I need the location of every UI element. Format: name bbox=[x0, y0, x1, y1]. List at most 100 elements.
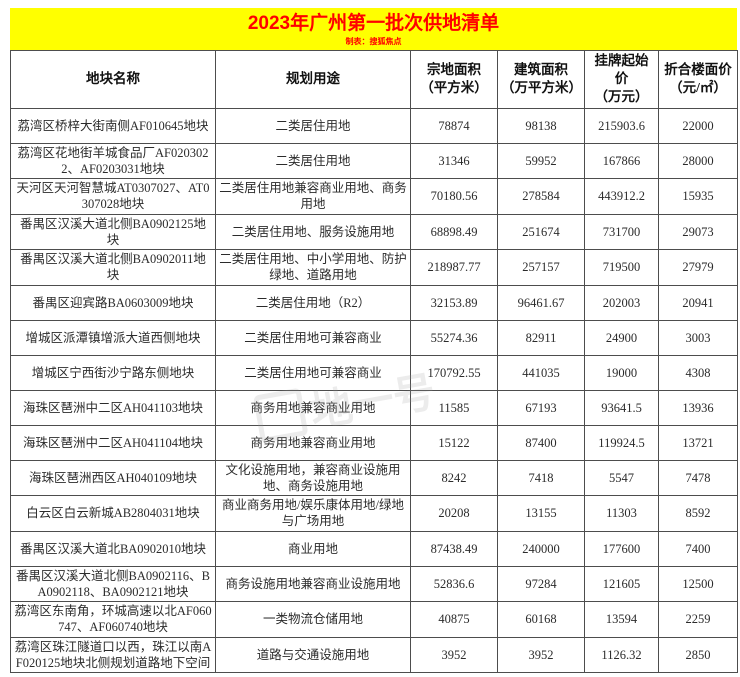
cell-planned-use: 二类居住用地可兼容商业 bbox=[215, 319, 411, 356]
cell-parcel-area: 52836.6 bbox=[410, 565, 498, 603]
col-unit: （元/㎡） bbox=[669, 80, 727, 96]
cell-floor-price: 8592 bbox=[658, 495, 738, 532]
cell-built-area: 59952 bbox=[497, 142, 585, 180]
cell-start-price: 719500 bbox=[584, 249, 659, 286]
cell-start-price: 24900 bbox=[584, 319, 659, 356]
col-header-start-price: 挂牌起始价 （万元） bbox=[584, 50, 659, 109]
cell-parcel-area: 78874 bbox=[410, 107, 498, 144]
cell-parcel-name: 增城区派潭镇增派大道西侧地块 bbox=[10, 319, 216, 356]
cell-start-price: 121605 bbox=[584, 565, 659, 603]
land-supply-sheet: 2023年广州第一批次供地清单 制表：搜狐焦点 地块名称 规划用途 宗地面积 （… bbox=[10, 8, 738, 674]
table-row: 白云区白云新城AB2804031地块 商业商务用地/娱乐康体用地/绿地与广场用地 2… bbox=[10, 495, 738, 532]
cell-planned-use: 道路与交通设施用地 bbox=[215, 636, 411, 674]
table-row: 增城区宁西街沙宁路东侧地块 二类居住用地可兼容商业 170792.55 441035 1… bbox=[10, 354, 738, 391]
cell-parcel-area: 32153.89 bbox=[410, 284, 498, 321]
cell-floor-price: 28000 bbox=[658, 142, 738, 180]
cell-floor-price: 3003 bbox=[658, 319, 738, 356]
cell-parcel-area: 87438.49 bbox=[410, 530, 498, 567]
col-header-parcel-area: 宗地面积 （平方米） bbox=[410, 50, 498, 109]
cell-planned-use: 二类居住用地 bbox=[215, 142, 411, 180]
cell-parcel-area: 170792.55 bbox=[410, 354, 498, 391]
cell-planned-use: 商业商务用地/娱乐康体用地/绿地与广场用地 bbox=[215, 495, 411, 532]
cell-parcel-name: 增城区宁西街沙宁路东侧地块 bbox=[10, 354, 216, 391]
col-unit: （平方米） bbox=[420, 80, 488, 96]
cell-start-price: 443912.2 bbox=[584, 178, 659, 215]
cell-parcel-area: 20208 bbox=[410, 495, 498, 532]
cell-parcel-name: 白云区白云新城AB2804031地块 bbox=[10, 495, 216, 532]
cell-planned-use: 商务设施用地兼容商业设施用地 bbox=[215, 565, 411, 603]
cell-parcel-area: 3952 bbox=[410, 636, 498, 674]
cell-floor-price: 20941 bbox=[658, 284, 738, 321]
cell-parcel-name: 番禺区汉溪大道北BA0902010地块 bbox=[10, 530, 216, 567]
col-header-parcel-name: 地块名称 bbox=[10, 50, 216, 109]
cell-parcel-area: 8242 bbox=[410, 459, 498, 497]
cell-floor-price: 13936 bbox=[658, 389, 738, 426]
cell-start-price: 13594 bbox=[584, 601, 659, 638]
col-header-floor-price: 折合楼面价 （元/㎡） bbox=[658, 50, 738, 109]
cell-built-area: 67193 bbox=[497, 389, 585, 426]
cell-parcel-name: 番禺区汉溪大道北侧BA0902125地块 bbox=[10, 213, 216, 251]
cell-start-price: 19000 bbox=[584, 354, 659, 391]
table-row: 增城区派潭镇增派大道西侧地块 二类居住用地可兼容商业 55274.36 82911 24… bbox=[10, 319, 738, 356]
cell-built-area: 7418 bbox=[497, 459, 585, 497]
cell-parcel-area: 70180.56 bbox=[410, 178, 498, 215]
page-title: 2023年广州第一批次供地清单 bbox=[247, 13, 500, 34]
header-row: 地块名称 规划用途 宗地面积 （平方米） 建筑面积 （万平方米） 挂牌起始价 （… bbox=[10, 50, 738, 109]
col-unit: （万元） bbox=[594, 89, 649, 105]
cell-parcel-area: 31346 bbox=[410, 142, 498, 180]
table-row: 荔湾区东南角，环城高速以北AF060747、AF060740地块 一类物流仓储用地… bbox=[10, 601, 738, 638]
table-row: 海珠区琶洲中二区AH041104地块 商务用地兼容商业用地 15122 87400 11… bbox=[10, 424, 738, 461]
cell-floor-price: 22000 bbox=[658, 107, 738, 144]
table-row: 番禺区汉溪大道北BA0902010地块 商业用地 87438.49 240000 177… bbox=[10, 530, 738, 567]
table-row: 荔湾区花地街羊城食品厂AF0203022、AF0203031地块 二类居住用地 31… bbox=[10, 142, 738, 180]
page-subtitle: 制表：搜狐焦点 bbox=[345, 37, 402, 46]
cell-parcel-area: 11585 bbox=[410, 389, 498, 426]
col-header-planned-use: 规划用途 bbox=[215, 50, 411, 109]
table-body: 荔湾区桥梓大街南侧AF010645地块 二类居住用地 78874 98138 21590… bbox=[10, 107, 738, 674]
cell-start-price: 215903.6 bbox=[584, 107, 659, 144]
cell-planned-use: 商务用地兼容商业用地 bbox=[215, 389, 411, 426]
col-label: 折合楼面价 bbox=[664, 62, 732, 78]
cell-built-area: 96461.67 bbox=[497, 284, 585, 321]
cell-built-area: 257157 bbox=[497, 249, 585, 286]
cell-start-price: 11303 bbox=[584, 495, 659, 532]
cell-start-price: 5547 bbox=[584, 459, 659, 497]
cell-built-area: 441035 bbox=[497, 354, 585, 391]
cell-built-area: 240000 bbox=[497, 530, 585, 567]
cell-floor-price: 15935 bbox=[658, 178, 738, 215]
cell-planned-use: 文化设施用地，兼容商业设施用地、商务设施用地 bbox=[215, 459, 411, 497]
title-banner: 2023年广州第一批次供地清单 制表：搜狐焦点 bbox=[10, 8, 737, 50]
cell-built-area: 82911 bbox=[497, 319, 585, 356]
cell-parcel-area: 55274.36 bbox=[410, 319, 498, 356]
cell-parcel-name: 天河区天河智慧城AT0307027、AT0307028地块 bbox=[10, 178, 216, 215]
col-header-built-area: 建筑面积 （万平方米） bbox=[497, 50, 585, 109]
table-row: 天河区天河智慧城AT0307027、AT0307028地块 二类居住用地兼容商业用… bbox=[10, 178, 738, 215]
table-row: 番禺区迎宾路BA0603009地块 二类居住用地（R2） 32153.89 96461… bbox=[10, 284, 738, 321]
cell-parcel-area: 68898.49 bbox=[410, 213, 498, 251]
cell-planned-use: 二类居住用地、中小学用地、防护绿地、道路用地 bbox=[215, 249, 411, 286]
cell-parcel-name: 海珠区琶洲中二区AH041104地块 bbox=[10, 424, 216, 461]
cell-built-area: 278584 bbox=[497, 178, 585, 215]
table-row: 海珠区琶洲中二区AH041103地块 商务用地兼容商业用地 11585 67193 93… bbox=[10, 389, 738, 426]
cell-parcel-name: 番禺区迎宾路BA0603009地块 bbox=[10, 284, 216, 321]
cell-start-price: 93641.5 bbox=[584, 389, 659, 426]
cell-floor-price: 2850 bbox=[658, 636, 738, 674]
land-supply-table: 地块名称 规划用途 宗地面积 （平方米） 建筑面积 （万平方米） 挂牌起始价 （… bbox=[10, 50, 738, 674]
table-row: 番禺区汉溪大道北侧BA0902011地块 二类居住用地、中小学用地、防护绿地、道路… bbox=[10, 249, 738, 286]
cell-parcel-name: 海珠区琶洲中二区AH041103地块 bbox=[10, 389, 216, 426]
cell-floor-price: 7400 bbox=[658, 530, 738, 567]
cell-parcel-area: 218987.77 bbox=[410, 249, 498, 286]
cell-built-area: 87400 bbox=[497, 424, 585, 461]
cell-floor-price: 4308 bbox=[658, 354, 738, 391]
cell-floor-price: 12500 bbox=[658, 565, 738, 603]
cell-planned-use: 二类居住用地、服务设施用地 bbox=[215, 213, 411, 251]
cell-floor-price: 27979 bbox=[658, 249, 738, 286]
table-row: 海珠区琶洲西区AH040109地块 文化设施用地，兼容商业设施用地、商务设施用地 8… bbox=[10, 459, 738, 497]
cell-planned-use: 二类居住用地（R2） bbox=[215, 284, 411, 321]
cell-built-area: 97284 bbox=[497, 565, 585, 603]
cell-parcel-name: 海珠区琶洲西区AH040109地块 bbox=[10, 459, 216, 497]
cell-planned-use: 一类物流仓储用地 bbox=[215, 601, 411, 638]
cell-floor-price: 7478 bbox=[658, 459, 738, 497]
table-header: 地块名称 规划用途 宗地面积 （平方米） 建筑面积 （万平方米） 挂牌起始价 （… bbox=[10, 50, 738, 109]
cell-built-area: 251674 bbox=[497, 213, 585, 251]
